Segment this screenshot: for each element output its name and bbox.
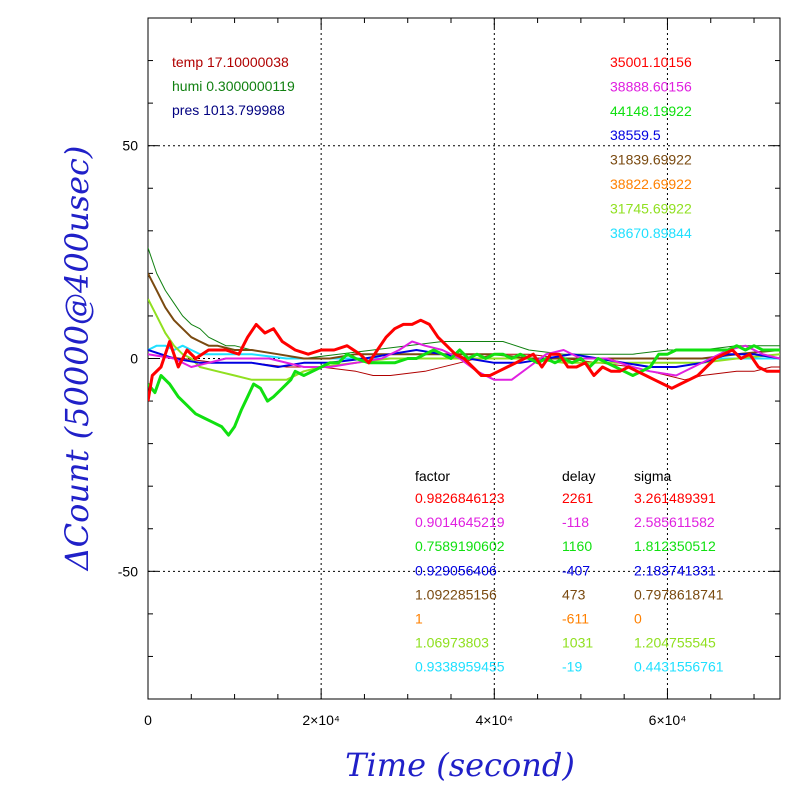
series-mean-5: 38822.69922 [610,176,692,192]
stats-header-factor: factor [415,468,450,484]
stats-delay-4: 473 [562,586,586,602]
stats-factor-6: 1.06973803 [415,635,489,651]
stats-factor-0: 0.9826846123 [415,490,505,506]
series-line-0 [148,318,780,402]
y-tick-label-0: 50 [122,138,138,154]
series-means: 35001.10156 38888.60156 44148.19922 38559.5… [610,54,692,241]
series-mean-4: 31839.69922 [610,152,692,168]
stats-sigma-5: 0 [634,611,642,627]
stats-delay-5: -611 [562,611,589,627]
series-mean-2: 44148.19922 [610,103,692,119]
stats-factor-7: 0.9338959455 [415,659,505,675]
x-tick-label-0: 0 [144,712,152,728]
x-tick-label-1: 2×10⁴ [302,712,340,728]
series-line-4 [148,272,780,360]
stats-delay-2: 1160 [562,538,592,554]
env-labels: temp 17.10000038 humi 0.3000000119 pres 10… [172,54,295,118]
env-label-0: temp 17.10000038 [172,54,289,70]
stats-sigma-1: 2.585611582 [634,514,715,530]
series-mean-3: 38559.5 [610,127,661,143]
stats-sigma-7: 0.4431556761 [634,659,724,675]
y-axis-title: ΔCount (50000@400usec) [58,146,96,573]
stats-delay-1: -118 [562,514,589,530]
stats-delay-6: 1031 [562,635,593,651]
stats-factor-1: 0.9014645219 [415,514,505,530]
stats-factor-5: 1 [415,611,423,627]
series-mean-0: 35001.10156 [610,54,692,70]
y-tick-label-1: 0 [130,351,138,367]
env-label-1: humi 0.3000000119 [172,78,295,94]
series-mean-1: 38888.60156 [610,78,692,94]
stats-sigma-2: 1.812350512 [634,538,716,554]
stats-sigma-3: 2.183741331 [634,562,716,578]
stats-sigma-4: 0.7978618741 [634,586,724,602]
env-line-0 [148,247,780,359]
stats-header-sigma: sigma [634,468,672,484]
stats-header-delay: delay [562,468,595,484]
stats-sigma-6: 1.204755545 [634,635,716,651]
series-mean-7: 38670.89844 [610,225,692,241]
stats-delay-3: -407 [562,562,590,578]
stats-table: factor delay sigma 0.9826846123 2261 3.261… [415,468,724,675]
series-mean-6: 31745.69922 [610,200,692,216]
stats-delay-7: -19 [562,659,582,675]
x-tick-label-2: 4×10⁴ [476,712,514,728]
tick-labels: 0 2×10⁴ 4×10⁴ 6×10⁴ 50 0 -50 [118,138,686,728]
series-line-2 [148,344,780,437]
stats-factor-2: 0.7589190602 [415,538,505,554]
y-tick-label-2: -50 [118,563,138,579]
stats-factor-4: 1.092285156 [415,586,497,602]
env-label-2: pres 1013.799988 [172,102,285,118]
x-tick-label-3: 6×10⁴ [649,712,687,728]
stats-sigma-0: 3.261489391 [634,490,716,506]
axis-ticks [147,17,780,700]
stats-delay-0: 2261 [562,490,593,506]
x-axis-title: Time (second) [345,746,575,784]
series-lines [148,247,780,437]
stats-factor-3: 0.929056406 [415,562,497,578]
